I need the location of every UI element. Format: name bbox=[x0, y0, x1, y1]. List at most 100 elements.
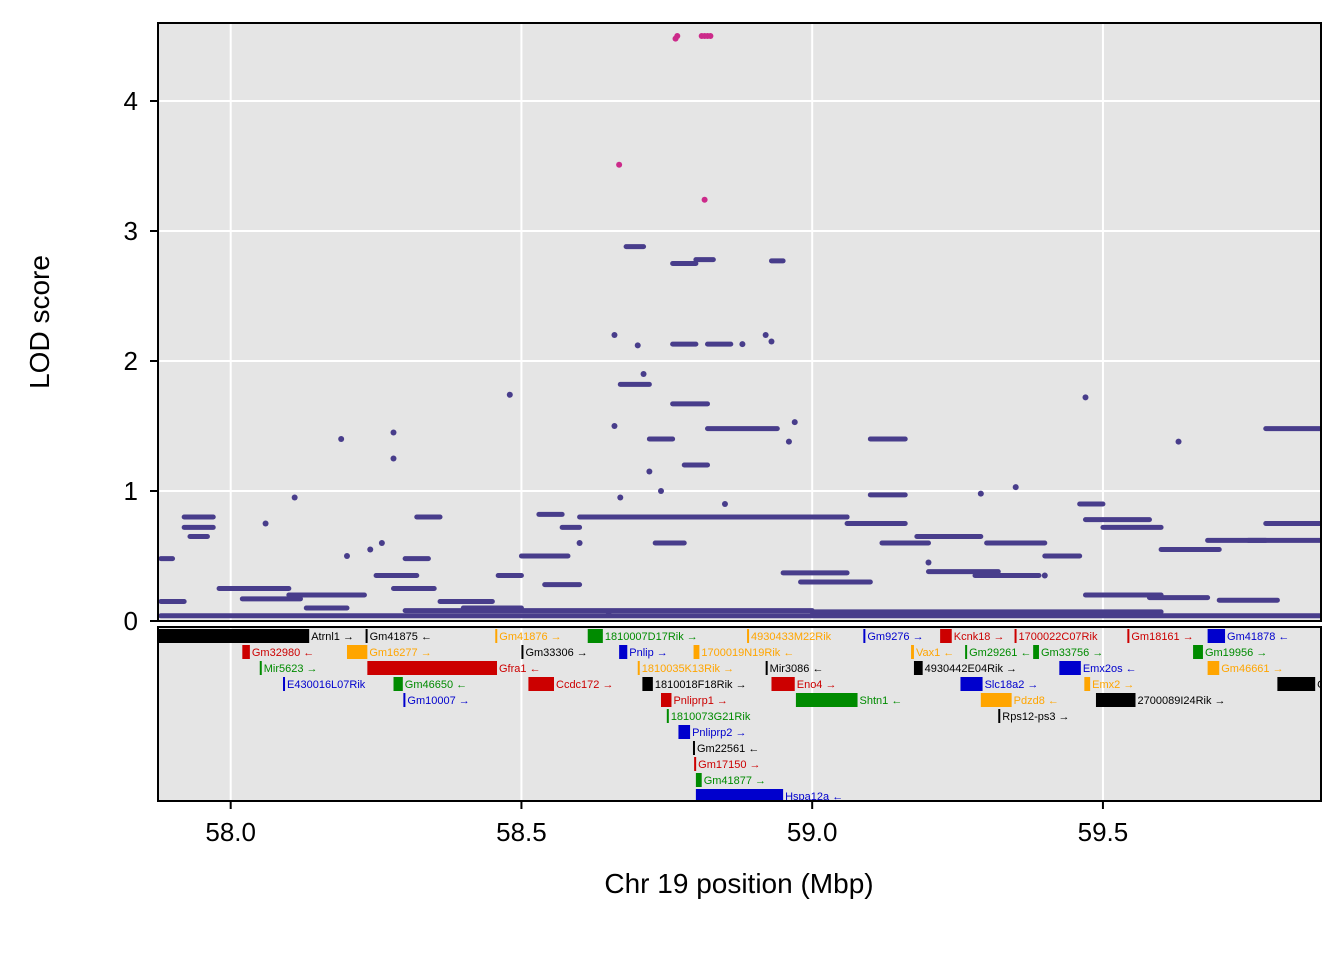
lod-panel-background bbox=[158, 23, 1321, 621]
gene-gm33306: Gm33306 → bbox=[521, 645, 588, 659]
gene-label: Gm46650 ← bbox=[405, 679, 467, 691]
gene-label: 1810035K13Rik → bbox=[642, 663, 734, 675]
gene-kcnk18: Kcnk18 → bbox=[940, 629, 1004, 643]
peak-point bbox=[707, 33, 714, 39]
gene-label: Vax1 ← bbox=[916, 647, 954, 659]
gene-bar bbox=[637, 661, 640, 675]
gene-bar bbox=[495, 629, 498, 643]
gene-bar bbox=[678, 725, 691, 739]
peak-point bbox=[616, 161, 623, 168]
gene-label: Mir5623 → bbox=[264, 663, 318, 675]
gene-label: Gm16277 → bbox=[369, 647, 431, 659]
gene-1810018f18rik: 1810018F18Rik → bbox=[642, 677, 747, 691]
gene-bar bbox=[403, 693, 406, 707]
gene-label: Gm41875 ← bbox=[370, 631, 432, 643]
gene-gm4: Gm4 bbox=[1277, 677, 1341, 691]
y-tick-label: 1 bbox=[124, 476, 138, 506]
lod-point bbox=[367, 546, 374, 553]
gene-ccdc172: Ccdc172 → bbox=[528, 677, 613, 691]
gene-eno4: Eno4 → bbox=[771, 677, 836, 691]
gene-1810035k13rik: 1810035K13Rik → bbox=[637, 661, 734, 675]
gene-label: Slc18a2 → bbox=[985, 679, 1039, 691]
lod-point bbox=[390, 429, 397, 436]
gene-bar bbox=[1277, 677, 1316, 691]
gene-bar bbox=[980, 693, 1012, 707]
lod-points bbox=[158, 33, 1321, 619]
gene-bar bbox=[911, 645, 914, 659]
gene-slc18a2: Slc18a2 → bbox=[960, 677, 1038, 691]
lod-point bbox=[611, 423, 618, 429]
lod-point bbox=[768, 338, 775, 345]
lod-point bbox=[762, 332, 769, 338]
gene-bar bbox=[695, 789, 784, 801]
gene-e430016l07rik: E430016L07Rik bbox=[283, 677, 366, 691]
peak-point bbox=[674, 33, 681, 39]
gene-bar bbox=[1127, 629, 1130, 643]
gene-label: Gm33306 → bbox=[525, 647, 587, 659]
gene-bar bbox=[695, 773, 702, 787]
gene-pnliprp2: Pnliprp2 → bbox=[678, 725, 746, 739]
gene-label: 1700022C07Rik bbox=[1019, 631, 1098, 643]
gene-gm18161: Gm18161 → bbox=[1127, 629, 1194, 643]
gene-mir3086: Mir3086 ← bbox=[765, 661, 823, 675]
gene-bar bbox=[1095, 693, 1136, 707]
gene-label: Pnliprp1 → bbox=[673, 695, 727, 707]
x-tick-label: 59.0 bbox=[787, 817, 838, 847]
lod-point bbox=[291, 494, 298, 501]
gene-gm41878: Gm41878 ← bbox=[1207, 629, 1289, 643]
gene-bar bbox=[158, 629, 310, 643]
gene-bar bbox=[393, 677, 403, 691]
x-tick-label: 59.5 bbox=[1078, 817, 1129, 847]
gene-1810073g21rik: 1810073G21Rik bbox=[666, 709, 751, 723]
lod-point bbox=[1082, 394, 1089, 401]
gene-bar bbox=[1033, 645, 1039, 659]
gene-atrnl1: Atrnl1 → bbox=[158, 629, 354, 643]
gene-label: Gm29261 ← bbox=[969, 647, 1031, 659]
gene-bar bbox=[1193, 645, 1203, 659]
y-tick-label: 3 bbox=[124, 216, 138, 246]
lod-point bbox=[390, 455, 397, 462]
gene-label: Pnliprp2 → bbox=[692, 727, 746, 739]
gene-emx2: Emx2 → bbox=[1084, 677, 1134, 691]
gene-bar bbox=[940, 629, 952, 643]
gene-gm41877: Gm41877 → bbox=[695, 773, 766, 787]
gene-label: Gm17150 → bbox=[698, 759, 760, 771]
lod-point bbox=[925, 559, 932, 566]
lod-point bbox=[576, 540, 583, 546]
gene-label: Gm46661 → bbox=[1221, 663, 1283, 675]
y-axis: 0 1 2 3 4 bbox=[124, 86, 158, 636]
gene-bar bbox=[693, 645, 700, 659]
gene-bar bbox=[521, 645, 524, 659]
gene-label: Gm33756 → bbox=[1041, 647, 1103, 659]
gene-bar bbox=[365, 629, 368, 643]
gene-bar bbox=[346, 645, 368, 659]
gene-panel-border bbox=[157, 626, 1322, 802]
gene-label: Gm41877 → bbox=[704, 775, 766, 787]
gene-hspa12a: Hspa12a ← bbox=[695, 789, 843, 801]
gene-bar bbox=[242, 645, 250, 659]
gene-pnliprp1: Pnliprp1 → bbox=[660, 693, 728, 707]
gene-label: E430016L07Rik bbox=[287, 679, 366, 691]
gene-label: Eno4 → bbox=[797, 679, 837, 691]
gene-label: Ccdc172 → bbox=[556, 679, 613, 691]
gene-1810007d17rik: 1810007D17Rik → bbox=[587, 629, 698, 643]
gene-label: Gm32980 ← bbox=[252, 647, 314, 659]
gene-label: Gm10007 → bbox=[407, 695, 469, 707]
gene-shtn1: Shtn1 ← bbox=[795, 693, 902, 707]
lod-point bbox=[739, 341, 746, 348]
gene-label: Gm4 bbox=[1317, 679, 1341, 691]
gene-vax1: Vax1 ← bbox=[911, 645, 954, 659]
x-axis: 58.0 58.5 59.0 59.5 bbox=[205, 801, 1128, 847]
gene-bar bbox=[528, 677, 555, 691]
gene-label: 1810007D17Rik → bbox=[605, 631, 698, 643]
lod-point bbox=[785, 438, 792, 445]
lod-point bbox=[343, 553, 350, 559]
gene-bar bbox=[771, 677, 795, 691]
gene-bar bbox=[642, 677, 653, 691]
lod-point bbox=[1041, 572, 1048, 579]
x-axis-title: Chr 19 position (Mbp) bbox=[604, 868, 873, 899]
gene-label: Gm22561 ← bbox=[697, 743, 759, 755]
gene-4930442e04rik: 4930442E04Rik → bbox=[913, 661, 1017, 675]
gene-gm29261: Gm29261 ← bbox=[965, 645, 1031, 659]
